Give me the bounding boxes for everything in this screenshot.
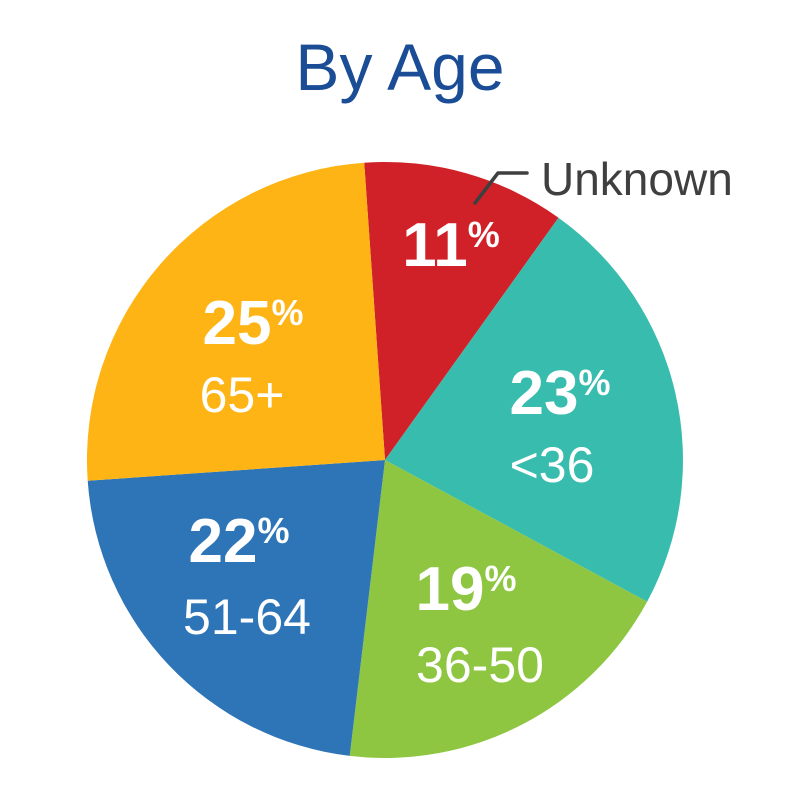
slice-value-36: 23% [510, 359, 611, 428]
callout-line [473, 171, 529, 205]
slice-label-51-64: 51-64 [183, 589, 311, 645]
slice-value-36-50: 19% [416, 555, 517, 624]
slice-value-51-64: 22% [189, 507, 290, 576]
pie-slice-51-64 [87, 460, 385, 756]
pie-slice-65 [86, 162, 385, 481]
slice-label-65: 65+ [200, 367, 285, 423]
slice-value-unknown: 11% [402, 211, 500, 280]
slice-label-36-50: 36-50 [416, 637, 544, 693]
callout-label-unknown: Unknown [541, 153, 733, 205]
pie-slice-36-50 [349, 460, 648, 758]
pie-slice-unknown [364, 161, 559, 461]
pie-slice-36 [385, 217, 683, 602]
slice-label-36: <36 [510, 437, 595, 493]
chart-title: By Age [295, 30, 505, 104]
slice-value-65: 25% [203, 289, 304, 358]
